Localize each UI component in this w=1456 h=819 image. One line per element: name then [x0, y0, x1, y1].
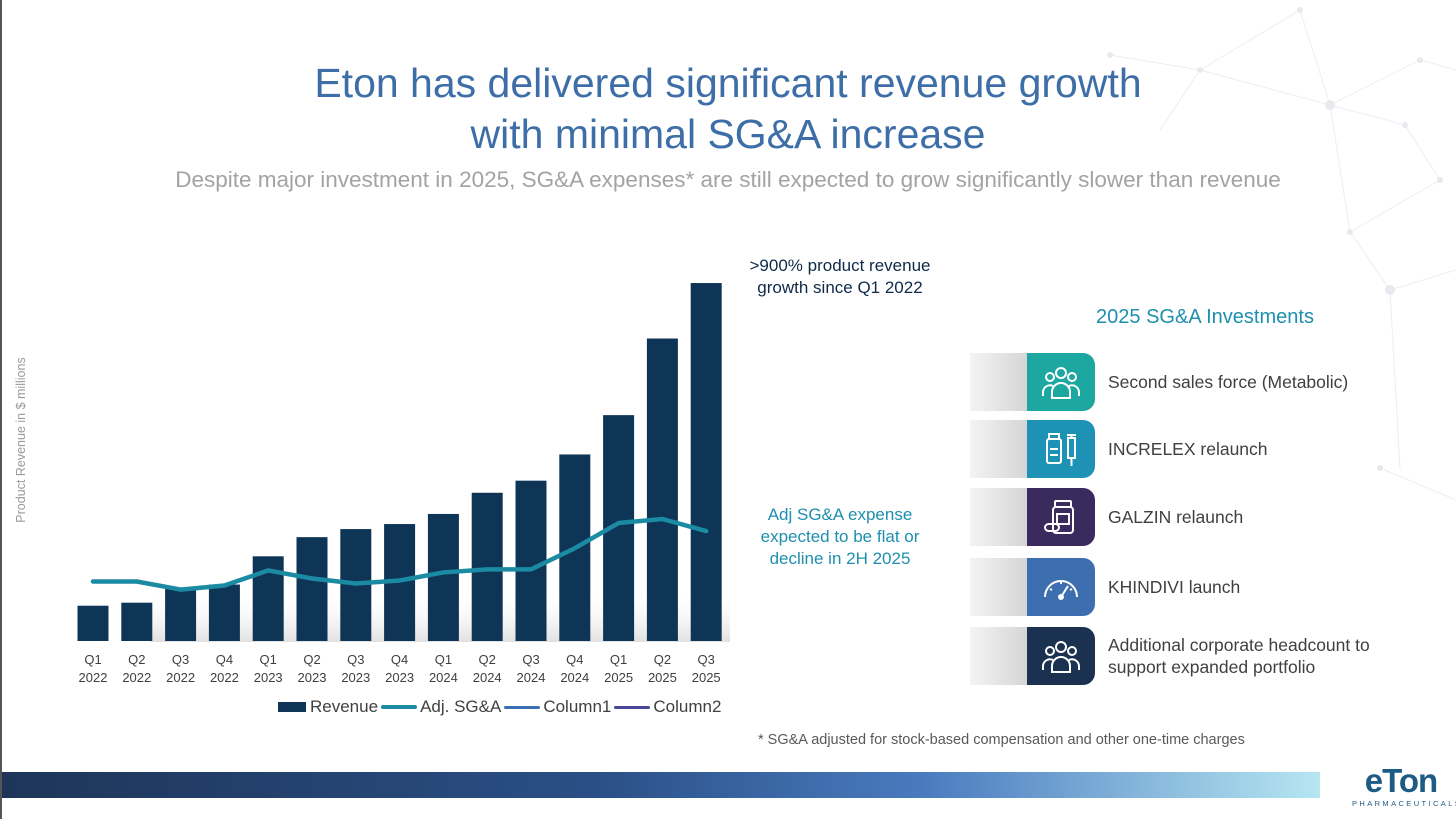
revenue-bar — [515, 480, 547, 641]
revenue-sga-chart: Q1 2022 Q2 2022 Q3 2022 Q4 2022 Q1 2023 Q2 2023 Q3 20… — [77, 283, 730, 685]
title-line-1: Eton has delivered significant revenue g… — [314, 60, 1142, 106]
x-axis-tick-label: 2025 — [648, 670, 677, 685]
logo-wordmark: eTon — [1364, 762, 1438, 799]
callout-mid-line-3: decline in 2H 2025 — [769, 549, 911, 568]
investment-label: Second sales force (Metabolic) — [1108, 372, 1349, 392]
investment-item-sales-force: Second sales force (Metabolic) — [970, 353, 1430, 411]
investment-item-khindivi: KHINDIVI launch — [970, 558, 1430, 616]
people-group-icon — [1027, 353, 1095, 411]
revenue-bar — [471, 492, 503, 641]
x-axis-tick-label: 2024 — [560, 670, 589, 685]
legend-label-column2: Column2 — [653, 697, 722, 716]
x-axis-tick-label: Q3 — [522, 652, 539, 667]
series-line-adj-sga — [90, 516, 709, 592]
x-axis-tick-label: Q3 — [347, 652, 364, 667]
x-axis-tick-label: Q1 — [84, 652, 101, 667]
x-axis-tick-label: 2023 — [298, 670, 327, 685]
revenue-bar — [77, 605, 109, 641]
x-axis-tick-label: Q1 — [435, 652, 452, 667]
x-axis-tick-label: Q2 — [303, 652, 320, 667]
x-axis-tick-label: 2022 — [79, 670, 108, 685]
revenue-bar — [208, 584, 240, 641]
revenue-bar — [427, 513, 459, 641]
gauge-icon — [1027, 558, 1095, 616]
x-axis-tick-label: Q4 — [566, 652, 583, 667]
sga-outlook-callout: Adj SG&A expense expected to be flat or … — [745, 504, 935, 570]
investment-label: GALZIN relaunch — [1108, 507, 1244, 527]
x-axis-tick-label: Q4 — [216, 652, 233, 667]
legend-swatch-adj-sga — [381, 705, 418, 709]
revenue-growth-callout: >900% product revenue growth since Q1 20… — [740, 255, 940, 299]
company-logo: eTon PHARMACEUTICALS — [1352, 762, 1456, 809]
x-axis-tick-label: 2024 — [429, 670, 458, 685]
investment-item-corporate-headcount: Additional corporate headcount to suppor… — [970, 627, 1430, 685]
revenue-bar — [690, 283, 722, 641]
x-axis-tick-label: 2022 — [122, 670, 151, 685]
x-axis-tick-label: 2023 — [254, 670, 283, 685]
investment-label: Additional corporate headcount to suppor… — [1108, 635, 1370, 677]
investment-label: INCRELEX relaunch — [1108, 439, 1268, 459]
x-axis-tick-label: 2025 — [692, 670, 721, 685]
x-axis-tick-label: Q1 — [610, 652, 627, 667]
callout-mid-line-2: expected to be flat or — [760, 527, 920, 546]
x-axis-tick-label: Q3 — [698, 652, 715, 667]
investment-item-galzin: GALZIN relaunch — [970, 488, 1430, 546]
left-frame-border — [0, 0, 2, 819]
legend-label-adj-sga: Adj. SG&A — [420, 697, 502, 716]
legend-label-column1: Column1 — [543, 697, 612, 716]
x-axis-tick-label: Q4 — [391, 652, 408, 667]
page-subtitle: Despite major investment in 2025, SG&A e… — [175, 167, 1281, 192]
x-axis-tick-label: Q1 — [260, 652, 277, 667]
legend-swatch-column2 — [614, 705, 651, 709]
x-axis-tick-label: Q2 — [654, 652, 671, 667]
x-axis-tick-label: 2022 — [210, 670, 239, 685]
investment-label: KHINDIVI launch — [1108, 577, 1241, 597]
vial-syringe-icon — [1027, 420, 1095, 478]
x-axis-tick-label: Q3 — [172, 652, 189, 667]
people-group-icon — [1027, 627, 1095, 685]
investment-item-increlex: INCRELEX relaunch — [970, 420, 1430, 478]
x-axis-tick-label: 2023 — [385, 670, 414, 685]
revenue-bar — [646, 338, 678, 641]
page-title: Eton has delivered significant revenue g… — [0, 58, 1456, 160]
legend-item-column1: Column1 — [504, 697, 611, 717]
footnote: * SG&A adjusted for stock-based compensa… — [758, 732, 1245, 748]
x-axis-tick-label: Q2 — [128, 652, 145, 667]
pill-bottle-icon — [1027, 488, 1095, 546]
callout-mid-line-1: Adj SG&A expense — [767, 505, 913, 524]
revenue-bar — [296, 537, 328, 641]
x-axis-tick-label: 2025 — [604, 670, 633, 685]
logo-subtitle: PHARMACEUTICALS — [1352, 799, 1456, 808]
x-axis-tick-label: 2023 — [341, 670, 370, 685]
revenue-bar — [165, 588, 197, 641]
legend-label-revenue: Revenue — [310, 697, 379, 716]
x-axis-tick-label: 2024 — [517, 670, 546, 685]
revenue-bar — [121, 602, 153, 641]
chart-legend: Revenue Adj. SG&A Column1 Column2 — [278, 697, 724, 717]
callout-top-line-2: growth since Q1 2022 — [757, 278, 923, 297]
legend-item-column2: Column2 — [614, 697, 721, 717]
x-axis-tick-label: 2022 — [166, 670, 195, 685]
legend-swatch-column1 — [504, 705, 541, 709]
legend-swatch-revenue — [278, 702, 306, 712]
footer-gradient-band — [2, 772, 1320, 798]
x-axis-tick-label: 2024 — [473, 670, 502, 685]
investments-title: 2025 SG&A Investments — [1096, 306, 1314, 328]
legend-item-revenue: Revenue — [278, 697, 378, 717]
callout-top-line-1: >900% product revenue — [749, 256, 931, 275]
title-line-2: with minimal SG&A increase — [470, 111, 986, 157]
legend-item-adj-sga: Adj. SG&A — [381, 697, 501, 717]
x-axis-tick-label: Q2 — [479, 652, 496, 667]
